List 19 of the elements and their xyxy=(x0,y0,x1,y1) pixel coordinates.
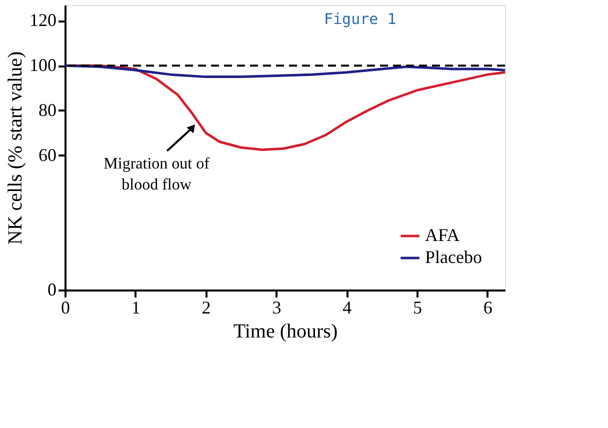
legend-label: AFA xyxy=(425,225,460,245)
annotation: Migration out of blood flow xyxy=(104,155,210,194)
y-axis-title: NK cells (% start value) xyxy=(4,51,26,245)
legend-label: Placebo xyxy=(425,247,482,267)
x-tick-label: 3 xyxy=(272,298,282,318)
y-tick-label: 100 xyxy=(30,55,56,76)
x-tick-label: 5 xyxy=(413,298,422,318)
x-tick-label: 0 xyxy=(61,298,70,318)
y-tick-label: 60 xyxy=(38,144,56,165)
x-axis-title: Time (hours) xyxy=(233,320,338,342)
x-tick-label: 6 xyxy=(483,298,492,318)
line-series xyxy=(64,64,506,78)
x-tick-label: 4 xyxy=(342,298,352,318)
y-tick-label: 80 xyxy=(38,100,56,120)
x-tick-label: 1 xyxy=(131,298,140,318)
y-tick-label: 0 xyxy=(48,280,56,300)
x-tick-label: 2 xyxy=(202,298,211,318)
y-tick-label: 120 xyxy=(30,10,56,30)
chart-title: Figure 1 xyxy=(324,10,396,28)
